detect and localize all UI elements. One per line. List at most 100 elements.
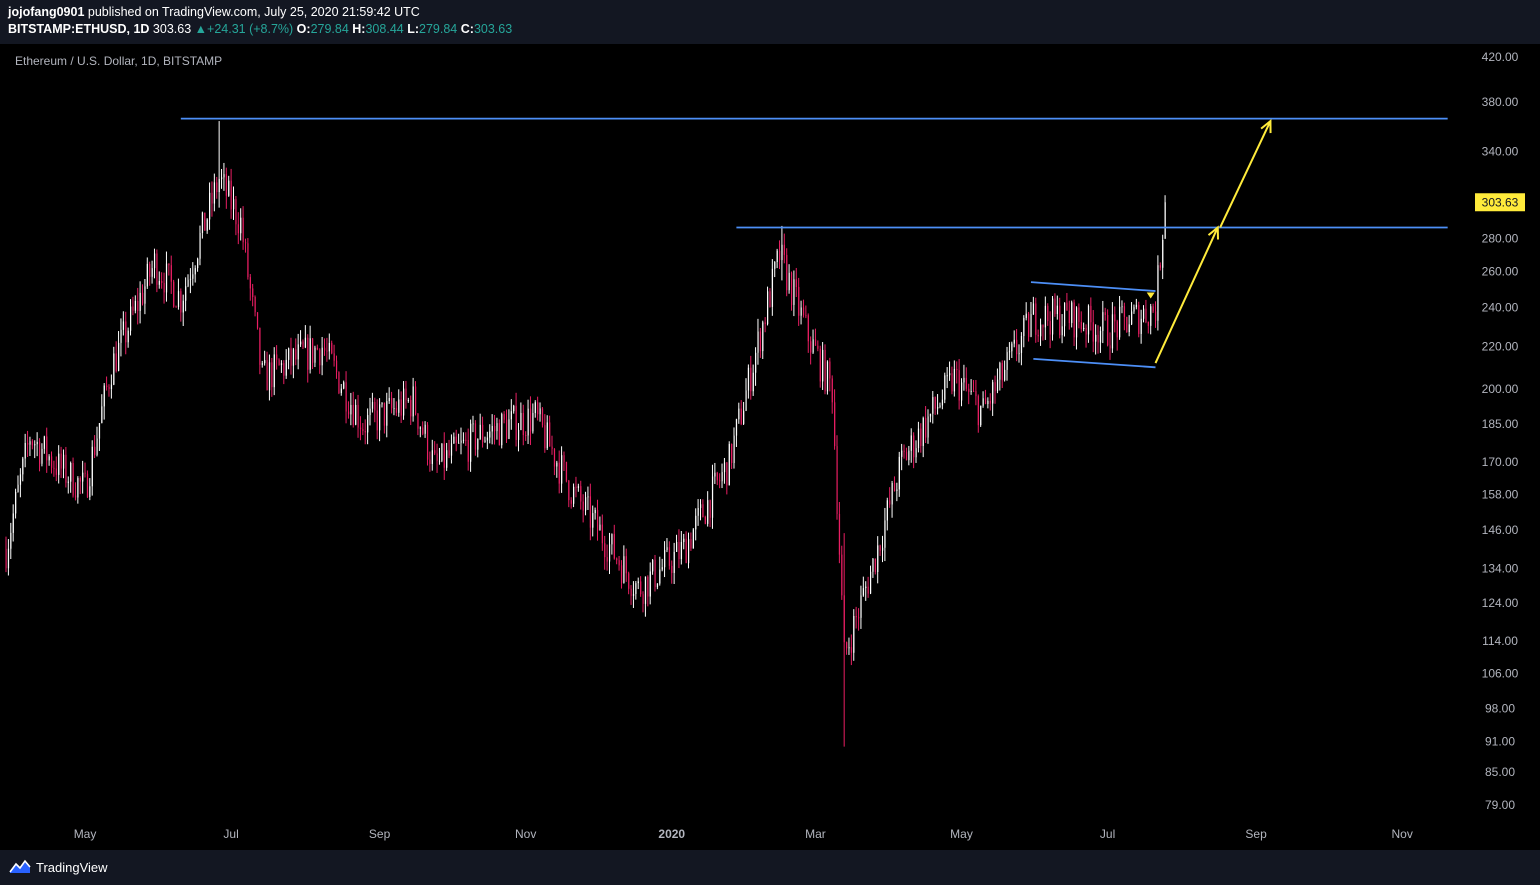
tradingview-logo-icon bbox=[9, 859, 31, 873]
open-label: O: bbox=[296, 22, 311, 36]
candle-body bbox=[1111, 314, 1114, 349]
candle-body bbox=[817, 345, 819, 349]
candle-body bbox=[877, 545, 879, 572]
candle-body bbox=[884, 520, 886, 548]
symbol-label[interactable]: BITSTAMP:ETHUSD, 1D bbox=[8, 22, 150, 36]
low-value: 279.84 bbox=[419, 22, 458, 36]
candle-body bbox=[352, 404, 354, 425]
candle-body bbox=[664, 550, 666, 568]
candle-body bbox=[1073, 302, 1075, 338]
candle-body bbox=[453, 436, 455, 444]
candle-body bbox=[426, 424, 429, 460]
candle-body bbox=[659, 569, 661, 584]
time-axis: May Jul Sep Nov 2020 Mar May Jul Sep Nov bbox=[74, 827, 1413, 841]
candle-body bbox=[1092, 322, 1094, 342]
candle-body bbox=[1013, 339, 1015, 344]
candle-body bbox=[113, 353, 115, 385]
candle-body bbox=[937, 406, 939, 409]
candle-body bbox=[551, 446, 553, 449]
candle-body bbox=[146, 263, 148, 287]
candle-body bbox=[230, 180, 232, 210]
candle-body bbox=[163, 282, 165, 293]
candle-body bbox=[592, 513, 594, 528]
candle-body bbox=[870, 571, 872, 594]
candle-body bbox=[187, 279, 189, 287]
candle-body bbox=[977, 396, 979, 426]
author-name[interactable]: jojofang0901 bbox=[8, 5, 85, 19]
price-tick-label: 124.00 bbox=[1482, 596, 1519, 610]
candle-body bbox=[872, 558, 874, 572]
candle-body bbox=[400, 399, 402, 416]
candle-body bbox=[218, 178, 220, 193]
candle-body bbox=[431, 450, 433, 464]
candle-body bbox=[640, 581, 642, 595]
candle-body bbox=[781, 244, 783, 261]
channel-trendline bbox=[1030, 281, 1156, 292]
candle-body bbox=[1119, 306, 1121, 338]
candle-body bbox=[156, 253, 158, 285]
candle-body bbox=[565, 461, 568, 481]
candle-body bbox=[211, 192, 213, 204]
candle-body bbox=[740, 408, 742, 424]
candles-group bbox=[5, 121, 1166, 747]
candle-body bbox=[1032, 303, 1035, 315]
candle-body bbox=[1159, 265, 1161, 268]
price-tick-label: 170.00 bbox=[1482, 455, 1519, 469]
chart-area[interactable] bbox=[0, 44, 1540, 850]
candle-body bbox=[580, 486, 582, 502]
candle-body bbox=[764, 322, 766, 324]
candle-body bbox=[824, 349, 826, 392]
candle-body bbox=[5, 548, 7, 569]
candle-body bbox=[465, 439, 467, 441]
price-tick-label: 85.00 bbox=[1485, 765, 1515, 779]
candle-body bbox=[89, 486, 91, 498]
candle-body bbox=[573, 486, 575, 504]
candle-body bbox=[96, 438, 98, 455]
candle-body bbox=[685, 538, 687, 564]
change-value: +24.31 (+8.7%) bbox=[207, 22, 294, 36]
candle-body bbox=[170, 265, 172, 282]
candle-body bbox=[1157, 265, 1159, 321]
candle-body bbox=[994, 382, 996, 392]
candle-body bbox=[958, 370, 960, 401]
candle-body bbox=[48, 456, 50, 461]
candle-body bbox=[134, 300, 137, 311]
candle-body bbox=[192, 274, 194, 279]
candle-body bbox=[711, 476, 714, 518]
brand[interactable]: TradingView bbox=[8, 858, 108, 876]
candle-body bbox=[309, 338, 311, 370]
candle-body bbox=[477, 438, 479, 450]
candle-body bbox=[810, 341, 812, 353]
candle-body bbox=[130, 306, 132, 331]
candle-body bbox=[879, 545, 881, 551]
price-tick-label: 420.00 bbox=[1482, 50, 1519, 64]
candle-body bbox=[278, 359, 280, 366]
channel-trendline bbox=[1033, 357, 1156, 369]
candle-body bbox=[292, 349, 295, 366]
candle-body bbox=[893, 482, 896, 492]
candle-body bbox=[949, 373, 951, 376]
candle-body bbox=[335, 360, 338, 373]
time-tick-label: Nov bbox=[515, 827, 536, 841]
candle-body bbox=[213, 182, 216, 204]
candle-body bbox=[494, 426, 496, 432]
price-tick-label: 146.00 bbox=[1482, 523, 1519, 537]
candle-body bbox=[125, 321, 127, 343]
price-tick-label: 185.00 bbox=[1482, 417, 1519, 431]
candle-body bbox=[434, 450, 436, 454]
candle-body bbox=[22, 458, 24, 475]
candle-body bbox=[702, 504, 704, 518]
candle-body bbox=[532, 413, 534, 432]
candle-body bbox=[941, 399, 944, 406]
candle-body bbox=[206, 219, 208, 231]
candle-body bbox=[1116, 321, 1118, 338]
candle-body bbox=[841, 554, 843, 596]
candle-body bbox=[850, 647, 853, 653]
candle-body bbox=[597, 509, 599, 531]
candle-body bbox=[515, 405, 517, 441]
candle-body bbox=[601, 524, 604, 544]
candle-body bbox=[647, 576, 649, 597]
candle-body bbox=[539, 408, 541, 415]
candle-body bbox=[1114, 314, 1116, 322]
